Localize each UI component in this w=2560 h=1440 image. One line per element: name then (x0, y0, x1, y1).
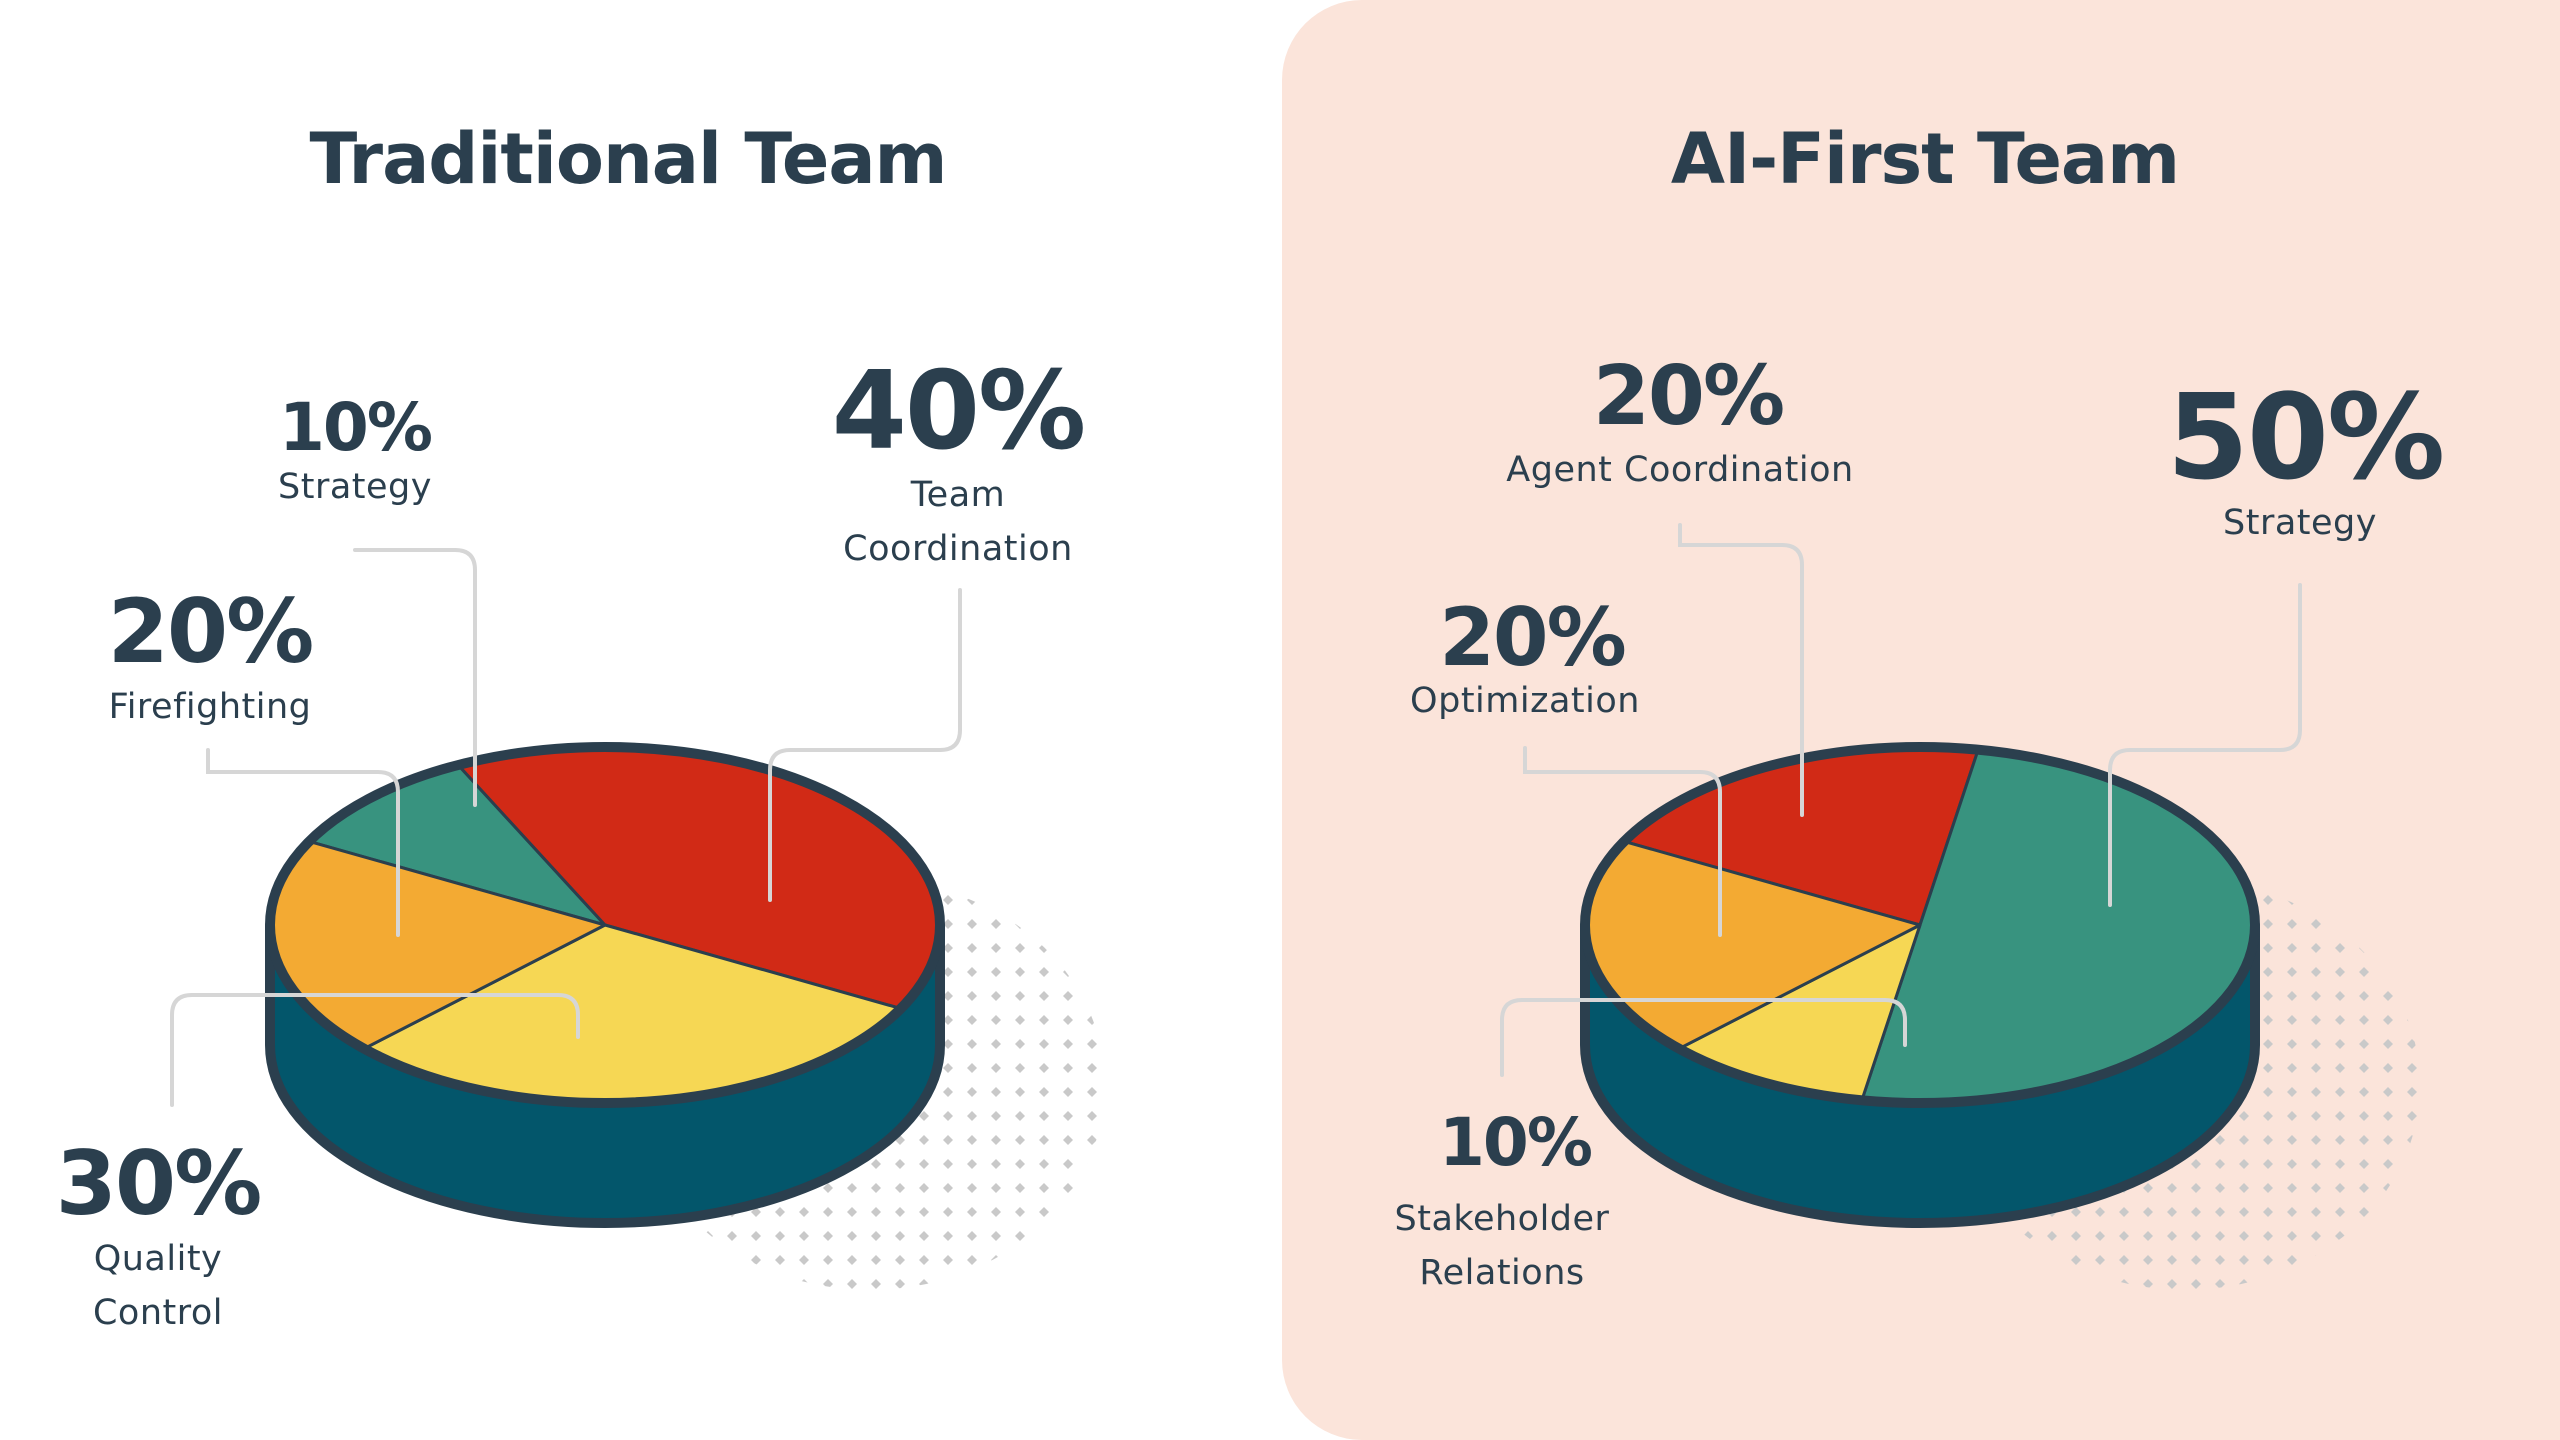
leader-line (2108, 583, 2302, 907)
leader-lines (170, 523, 2302, 1107)
slice-label-optimization: Optimization (1410, 681, 1640, 721)
leader-line (353, 548, 477, 807)
leader-line (206, 748, 400, 937)
leader-line (768, 588, 962, 902)
value-label-agent-coordination: 20% (1592, 349, 1785, 444)
value-label-firefighting: 20% (107, 580, 315, 683)
slice-label-strategy-ai: Strategy (2223, 503, 2377, 543)
pie-top-outline (1580, 742, 2260, 1108)
value-label-quality-control: 30% (55, 1132, 263, 1235)
slice-label-team-coordination: Team Coordination (843, 475, 1073, 570)
value-label-optimization: 20% (1439, 591, 1626, 684)
slice-label-quality-control: Quality Control (92, 1239, 224, 1334)
value-label-team-coordination: 40% (831, 349, 1087, 474)
leader-line (170, 993, 580, 1107)
slice-label-firefighting: Firefighting (108, 687, 312, 727)
value-label-strategy: 10% (279, 389, 433, 466)
value-label-strategy-ai: 50% (2166, 368, 2445, 506)
traditional-team-pie (265, 742, 1105, 1290)
chart-title-ai-first: AI-First Team (1670, 118, 2180, 200)
slice-label-agent-coordination: Agent Coordination (1506, 450, 1854, 490)
ai-first-team-pie (1580, 742, 2420, 1290)
leader-line (1678, 523, 1804, 817)
pie-top-outline (265, 742, 945, 1108)
slice-label-stakeholder-relations: Stakeholder Relations (1394, 1199, 1610, 1294)
chart-title-traditional: Traditional Team (309, 118, 947, 200)
value-label-stakeholder-relations: 10% (1439, 1104, 1593, 1181)
slice-label-strategy: Strategy (278, 467, 432, 507)
leader-line (1523, 746, 1722, 937)
leader-line (1500, 998, 1907, 1077)
